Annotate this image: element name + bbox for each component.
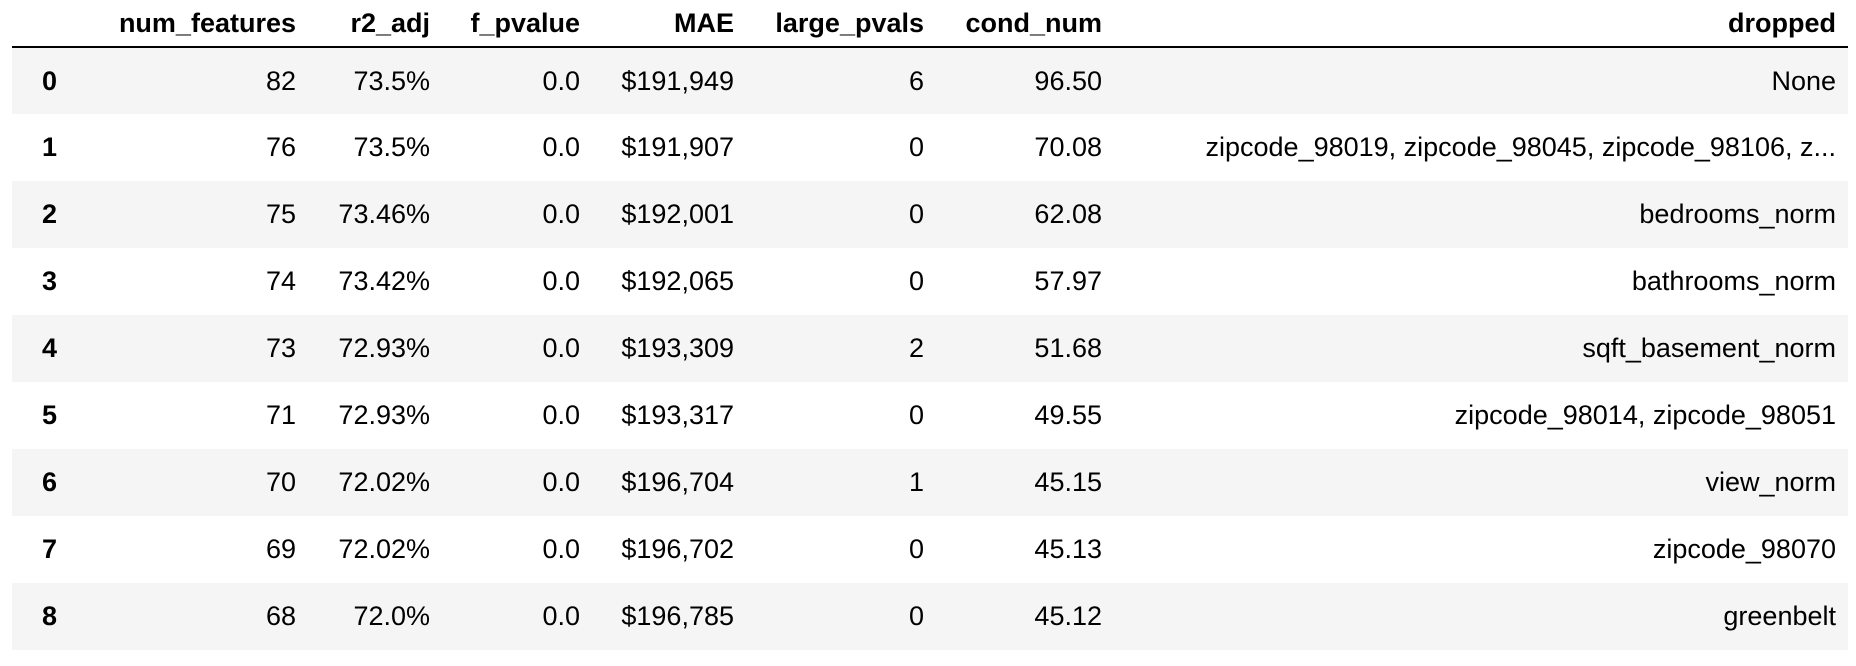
- column-header-num-features: num_features: [76, 0, 308, 48]
- cell-large-pvals: 0: [908, 132, 924, 162]
- cell-mae: $196,704: [621, 467, 734, 497]
- cell-f-pvalue: 0.0: [542, 199, 580, 229]
- table-row: 5 71 72.93% 0.0 $193,317 0 49.55 zipcode…: [12, 382, 1848, 449]
- cell-mae: $196,702: [621, 534, 734, 564]
- table-row: 3 74 73.42% 0.0 $192,065 0 57.97 bathroo…: [12, 248, 1848, 315]
- dataframe-table: num_features r2_adj f_pvalue MAE large_p…: [12, 0, 1848, 650]
- cell-r2-adj: 72.93%: [338, 400, 430, 430]
- table-row: 2 75 73.46% 0.0 $192,001 0 62.08 bedroom…: [12, 181, 1848, 248]
- cell-f-pvalue: 0.0: [542, 601, 580, 631]
- cell-mae: $191,949: [621, 65, 734, 96]
- cell-mae: $191,907: [621, 132, 734, 162]
- cell-r2-adj: 73.5%: [353, 65, 430, 96]
- cell-r2-adj: 72.0%: [353, 601, 430, 631]
- row-index: 3: [42, 266, 58, 296]
- cell-num-features: 71: [265, 400, 296, 430]
- row-index: 7: [42, 534, 58, 564]
- row-index: 2: [42, 199, 58, 229]
- cell-large-pvals: 2: [908, 333, 924, 363]
- cell-f-pvalue: 0.0: [542, 467, 580, 497]
- table-header: num_features r2_adj f_pvalue MAE large_p…: [12, 0, 1848, 48]
- cell-dropped: bedrooms_norm: [1639, 199, 1836, 229]
- cell-cond-num: 45.15: [1034, 467, 1102, 497]
- cell-cond-num: 57.97: [1034, 266, 1102, 296]
- row-index: 4: [42, 333, 58, 363]
- cell-cond-num: 45.12: [1034, 601, 1102, 631]
- cell-large-pvals: 0: [908, 601, 924, 631]
- cell-cond-num: 49.55: [1034, 400, 1102, 430]
- column-header-index: [12, 0, 76, 48]
- cell-f-pvalue: 0.0: [542, 400, 580, 430]
- row-index: 5: [42, 400, 58, 430]
- column-header-large-pvals: large_pvals: [746, 0, 936, 48]
- table-body: 0 82 73.5% 0.0 $191,949 6 96.50 None 1 7…: [12, 47, 1848, 650]
- cell-mae: $193,317: [621, 400, 734, 430]
- table-row: 0 82 73.5% 0.0 $191,949 6 96.50 None: [12, 47, 1848, 114]
- cell-large-pvals: 0: [908, 199, 924, 229]
- column-header-r2-adj: r2_adj: [308, 0, 442, 48]
- cell-num-features: 82: [265, 65, 296, 96]
- cell-r2-adj: 72.02%: [338, 467, 430, 497]
- row-index: 8: [42, 601, 58, 631]
- cell-mae: $192,001: [621, 199, 734, 229]
- column-header-f-pvalue: f_pvalue: [442, 0, 592, 48]
- cell-num-features: 69: [265, 534, 296, 564]
- cell-num-features: 70: [265, 467, 296, 497]
- table-row: 4 73 72.93% 0.0 $193,309 2 51.68 sqft_ba…: [12, 315, 1848, 382]
- cell-large-pvals: 0: [908, 400, 924, 430]
- cell-f-pvalue: 0.0: [542, 333, 580, 363]
- header-row: num_features r2_adj f_pvalue MAE large_p…: [12, 0, 1848, 48]
- row-index: 1: [42, 132, 58, 162]
- cell-dropped: zipcode_98019, zipcode_98045, zipcode_98…: [1205, 132, 1837, 162]
- cell-dropped: sqft_basement_norm: [1582, 333, 1836, 363]
- cell-r2-adj: 73.42%: [338, 266, 430, 296]
- table-row: 1 76 73.5% 0.0 $191,907 0 70.08 zipcode_…: [12, 114, 1848, 181]
- cell-cond-num: 70.08: [1034, 132, 1102, 162]
- row-index: 6: [42, 467, 58, 497]
- cell-mae: $196,785: [621, 601, 734, 631]
- cell-num-features: 74: [265, 266, 296, 296]
- cell-mae: $192,065: [621, 266, 734, 296]
- cell-f-pvalue: 0.0: [542, 266, 580, 296]
- cell-num-features: 76: [265, 132, 296, 162]
- table-row: 6 70 72.02% 0.0 $196,704 1 45.15 view_no…: [12, 449, 1848, 516]
- table-row: 7 69 72.02% 0.0 $196,702 0 45.13 zipcode…: [12, 516, 1848, 583]
- cell-large-pvals: 1: [908, 467, 924, 497]
- cell-dropped: greenbelt: [1723, 601, 1836, 631]
- column-header-cond-num: cond_num: [936, 0, 1114, 48]
- cell-large-pvals: 0: [908, 534, 924, 564]
- cell-r2-adj: 73.46%: [338, 199, 430, 229]
- cell-large-pvals: 6: [908, 65, 924, 96]
- cell-f-pvalue: 0.0: [542, 132, 580, 162]
- cell-r2-adj: 73.5%: [353, 132, 430, 162]
- cell-f-pvalue: 0.0: [542, 534, 580, 564]
- cell-dropped: zipcode_98014, zipcode_98051: [1454, 400, 1836, 430]
- table-row: 8 68 72.0% 0.0 $196,785 0 45.12 greenbel…: [12, 583, 1848, 650]
- cell-r2-adj: 72.02%: [338, 534, 430, 564]
- cell-f-pvalue: 0.0: [542, 65, 580, 96]
- cell-num-features: 68: [265, 601, 296, 631]
- cell-num-features: 75: [265, 199, 296, 229]
- cell-cond-num: 62.08: [1034, 199, 1102, 229]
- column-header-dropped: dropped: [1114, 0, 1848, 48]
- cell-dropped: zipcode_98070: [1652, 534, 1836, 564]
- cell-num-features: 73: [265, 333, 296, 363]
- cell-dropped: view_norm: [1705, 467, 1836, 497]
- row-index: 0: [42, 65, 58, 96]
- column-header-mae: MAE: [592, 0, 746, 48]
- cell-dropped: None: [1771, 65, 1836, 96]
- cell-dropped: bathrooms_norm: [1631, 266, 1836, 296]
- cell-cond-num: 45.13: [1034, 534, 1102, 564]
- cell-cond-num: 96.50: [1034, 65, 1102, 96]
- cell-large-pvals: 0: [908, 266, 924, 296]
- cell-cond-num: 51.68: [1034, 333, 1102, 363]
- cell-r2-adj: 72.93%: [338, 333, 430, 363]
- cell-mae: $193,309: [621, 333, 734, 363]
